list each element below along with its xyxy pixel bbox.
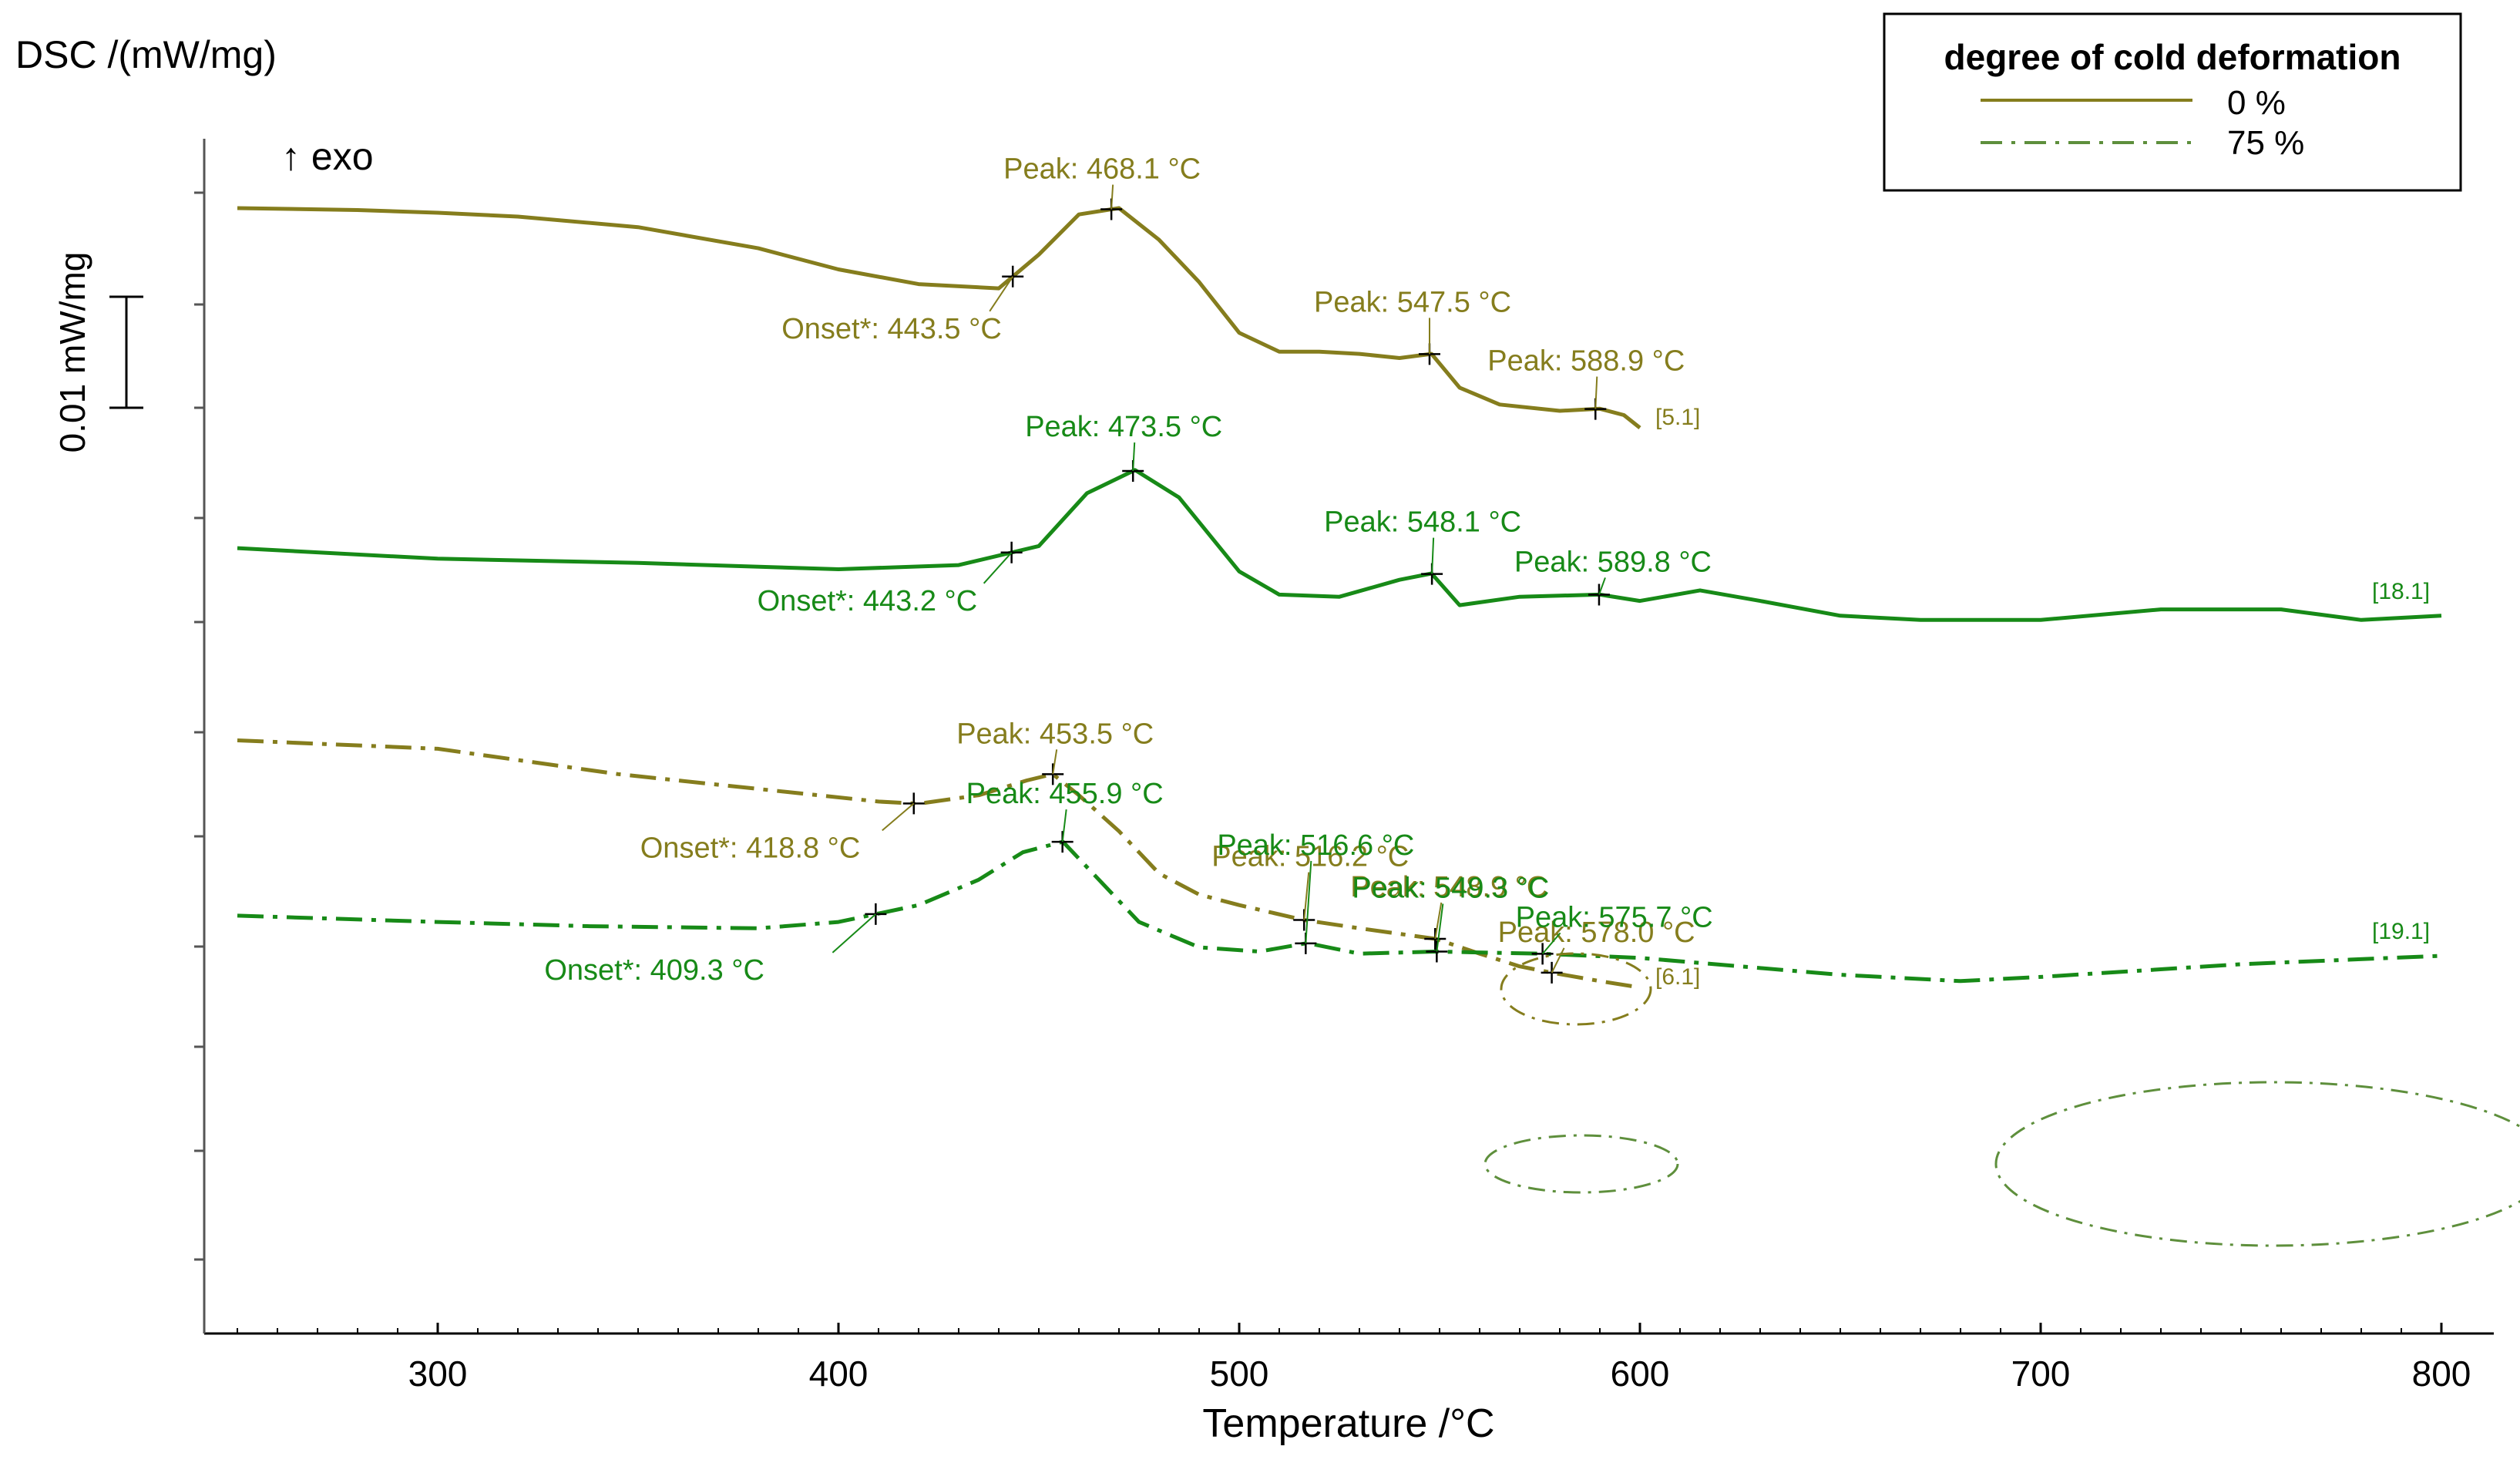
exo-direction-label: ↑ exo bbox=[281, 135, 374, 178]
x-tick-label: 700 bbox=[2011, 1354, 2071, 1394]
annotation-label: Peak: 588.9 °C bbox=[1487, 345, 1685, 378]
series-1: Peak: 473.5 °C Onset*: 443.2 °C Peak: 548.… bbox=[237, 411, 2442, 622]
annotation-label: Peak: 549.3 °C bbox=[1352, 873, 1549, 905]
scale-bar: 0.01 mW/mg bbox=[52, 252, 143, 453]
y-axis-ticks bbox=[194, 191, 204, 1261]
scale-bar-label: 0.01 mW/mg bbox=[52, 252, 92, 453]
annotation-leader bbox=[1305, 860, 1312, 943]
annotation-leader bbox=[1132, 442, 1136, 472]
annotation-label: Peak: 516.6 °C bbox=[1217, 829, 1414, 862]
series-3: Peak: 455.9 °C Onset*: 409.3 °C Peak: 516.… bbox=[237, 778, 2442, 987]
annotation-leader bbox=[832, 913, 877, 953]
annotation-leader bbox=[882, 802, 915, 832]
annotation-leader bbox=[1052, 749, 1058, 775]
series-line bbox=[237, 839, 2442, 984]
annotation-label: Peak: 468.1 °C bbox=[1003, 153, 1201, 186]
plot-frame bbox=[203, 139, 2494, 1335]
annotation-label: Peak: 589.8 °C bbox=[1514, 546, 1712, 578]
legend-label-75: 75 % bbox=[2227, 124, 2304, 162]
annotation-leader bbox=[1594, 376, 1598, 409]
x-tick-label: 400 bbox=[809, 1354, 869, 1394]
annotation-label: Peak: 575.7 °C bbox=[1516, 901, 1713, 933]
series-end-label: [6.1] bbox=[1655, 964, 1700, 990]
annotation-label: Peak: 453.5 °C bbox=[956, 718, 1154, 750]
annotation-leader bbox=[1436, 903, 1444, 952]
legend: degree of cold deformation 0 % 75 % bbox=[1883, 12, 2462, 192]
x-axis-ticks: 300 400 500 600 700 800 bbox=[237, 1323, 2471, 1394]
annotation-leader bbox=[1551, 947, 1565, 974]
series-end-label: [18.1] bbox=[2372, 579, 2430, 604]
annotation-label: Peak: 548.9 °C bbox=[1350, 871, 1547, 903]
annotation-leader bbox=[1434, 902, 1443, 940]
annotation-label: Peak: 578.0 °C bbox=[1498, 916, 1695, 949]
x-axis-title: Temperature /°C bbox=[1202, 1401, 1494, 1446]
peak-marker bbox=[1051, 831, 1074, 853]
highlight-ellipse-75-olive bbox=[1500, 952, 1652, 1026]
highlight-ellipse-75-green-2 bbox=[1994, 1081, 2520, 1247]
series-line bbox=[237, 206, 1641, 429]
legend-box bbox=[1883, 12, 2462, 192]
series-line bbox=[237, 468, 2442, 622]
peak-marker bbox=[1000, 541, 1023, 563]
annotation-label: Onset*: 409.3 °C bbox=[544, 954, 764, 987]
annotation-leader bbox=[1598, 577, 1606, 595]
annotation-label: Onset*: 443.5 °C bbox=[781, 313, 1002, 345]
peak-marker bbox=[1424, 927, 1446, 950]
annotation-label: Peak: 455.9 °C bbox=[966, 778, 1164, 810]
series-end-label: [5.1] bbox=[1655, 405, 1700, 430]
annotation-label: Peak: 473.5 °C bbox=[1025, 411, 1222, 443]
x-tick-label: 800 bbox=[2412, 1354, 2471, 1394]
x-tick-label: 600 bbox=[1611, 1354, 1670, 1394]
series-2: Peak: 453.5 °C Onset*: 418.8 °C Peak: 516.… bbox=[237, 718, 1700, 990]
annotation-label: Peak: 548.1 °C bbox=[1324, 506, 1521, 539]
annotation-label: Peak: 547.5 °C bbox=[1314, 286, 1511, 318]
annotation-leader bbox=[1110, 184, 1114, 210]
highlight-ellipses bbox=[1483, 952, 2520, 1247]
peak-marker bbox=[902, 792, 925, 815]
y-axis-title: DSC /(mW/mg) bbox=[15, 33, 277, 76]
annotation-label: Onset*: 418.8 °C bbox=[640, 832, 861, 864]
annotation-leader bbox=[1541, 932, 1561, 955]
annotation-leader bbox=[989, 276, 1014, 312]
series-line bbox=[237, 738, 1641, 990]
legend-title: degree of cold deformation bbox=[1944, 37, 2401, 77]
annotation-leader bbox=[983, 552, 1013, 584]
annotation-leader bbox=[1303, 872, 1310, 920]
annotation-leader bbox=[1431, 537, 1435, 574]
annotation-label: Onset*: 443.2 °C bbox=[758, 585, 978, 617]
highlight-ellipse-75-green-1 bbox=[1483, 1134, 1679, 1194]
series-end-label: [19.1] bbox=[2372, 919, 2430, 944]
legend-label-0: 0 % bbox=[2227, 84, 2286, 122]
series-0: Peak: 468.1 °C Onset*: 443.5 °C Peak: 547.… bbox=[237, 153, 1700, 430]
series-layer: Peak: 468.1 °C Onset*: 443.5 °C Peak: 547.… bbox=[237, 153, 2442, 990]
x-tick-label: 300 bbox=[408, 1354, 468, 1394]
annotation-leader bbox=[1061, 809, 1067, 842]
x-tick-label: 500 bbox=[1210, 1354, 1269, 1394]
